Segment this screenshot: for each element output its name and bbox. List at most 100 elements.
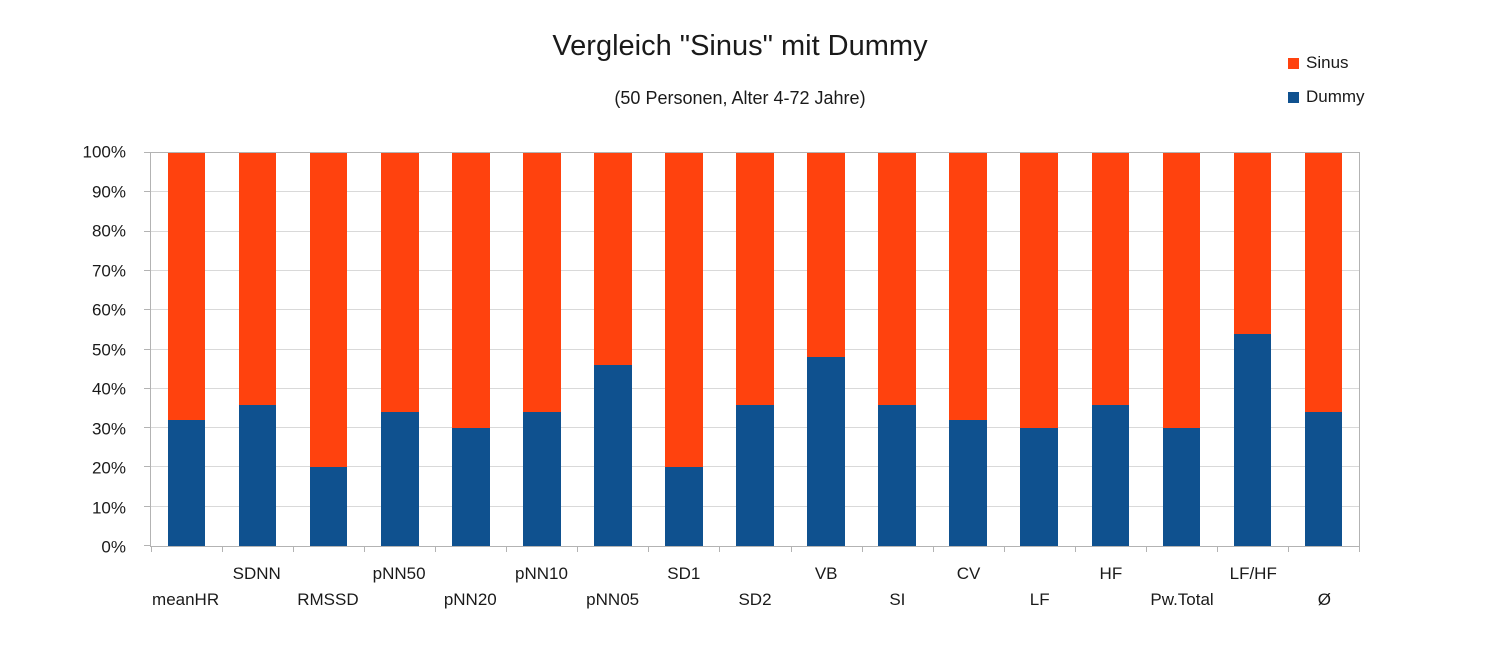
x-category-label: HF	[1099, 564, 1123, 583]
x-tick	[1287, 546, 1289, 552]
stacked-bar-LF/HF	[1233, 153, 1272, 546]
y-tick	[144, 387, 151, 389]
y-tick-label: 50%	[91, 340, 126, 359]
bar-slot	[862, 153, 933, 546]
chart-subtitle: (50 Personen, Alter 4-72 Jahre)	[614, 88, 866, 108]
y-ticks	[144, 152, 1359, 546]
legend-label: Sinus	[1306, 53, 1349, 72]
bar-slot	[791, 153, 862, 546]
x-tick	[577, 546, 579, 552]
chart-title: Vergleich "Sinus" mit Dummy	[552, 30, 928, 62]
y-tick	[144, 505, 151, 507]
x-category-label: LF/HF	[1229, 564, 1277, 583]
segment-sinus	[878, 153, 916, 405]
segment-sinus	[1162, 153, 1201, 429]
y-tick	[144, 191, 151, 193]
segment-dummy	[451, 428, 490, 546]
x-tick	[790, 546, 792, 552]
stacked-bar-Pw.Total	[1162, 153, 1201, 546]
stacked-bar-Ø	[1304, 153, 1343, 546]
x-tick	[861, 546, 863, 552]
x-ticks	[151, 153, 1360, 552]
bar-slot	[1004, 153, 1075, 546]
segment-dummy	[878, 404, 916, 546]
x-category-label: pNN05	[586, 590, 640, 609]
segment-sinus	[380, 153, 419, 413]
x-tick	[435, 546, 437, 552]
bars	[151, 153, 1359, 546]
y-tick-label: 90%	[91, 182, 126, 201]
segment-dummy	[1233, 333, 1272, 546]
x-tick	[648, 546, 650, 552]
stacked-bar-pNN05	[594, 153, 632, 546]
legend-item-dummy: Dummy	[1288, 87, 1365, 107]
y-tick	[144, 309, 151, 311]
bar-slot	[577, 153, 648, 546]
bar-slot	[222, 153, 293, 546]
segment-sinus	[1233, 153, 1272, 334]
stacked-bar-VB	[807, 153, 845, 546]
segment-sinus	[238, 153, 277, 405]
x-category-label: pNN50	[372, 564, 426, 583]
y-tick-label: 10%	[91, 498, 126, 517]
bar-slot	[435, 153, 506, 546]
segment-sinus	[309, 153, 348, 468]
plot-area	[144, 152, 1360, 552]
segment-dummy	[309, 467, 348, 546]
segment-sinus	[1020, 153, 1059, 429]
x-tick	[222, 546, 224, 552]
y-tick-label: 20%	[91, 458, 126, 478]
y-tick	[144, 427, 151, 429]
legend-item-sinus: Sinus	[1288, 53, 1365, 73]
segment-dummy	[238, 404, 277, 546]
y-tick-label: 100%	[82, 142, 126, 162]
bar-slot	[1146, 153, 1217, 546]
y-tick-label: 80%	[91, 221, 126, 241]
segment-sinus	[523, 153, 561, 413]
segment-sinus	[665, 153, 703, 468]
y-tick-label: 70%	[91, 261, 126, 280]
y-tick	[144, 230, 151, 232]
x-category-label: SI	[889, 590, 906, 609]
segment-sinus	[1091, 153, 1130, 405]
x-category-label: VB	[814, 564, 838, 583]
bar-slot	[293, 153, 364, 546]
x-category-label: SDNN	[232, 564, 281, 583]
bar-slot	[933, 153, 1004, 546]
bar-slot	[1288, 153, 1359, 546]
x-tick	[293, 546, 295, 552]
y-tick	[144, 545, 151, 546]
legend-label: Dummy	[1306, 87, 1365, 106]
y-tick	[144, 348, 151, 350]
segment-sinus	[949, 153, 988, 421]
stacked-bar-SI	[878, 153, 916, 546]
x-category-label: SD2	[738, 590, 772, 609]
x-category-label: LF	[1029, 590, 1050, 609]
segment-dummy	[167, 420, 206, 546]
x-axis-labels: meanHR SDNN RMSSD pNN50 pNN20 pNN10 pNN05 SD1 SD…	[150, 548, 1360, 628]
x-tick	[1359, 546, 1360, 552]
y-tick	[144, 269, 151, 271]
y-tick-label: 0%	[101, 537, 126, 557]
segment-dummy	[1162, 428, 1201, 546]
stacked-bar-pNN50	[380, 153, 419, 546]
legend-swatch	[1288, 57, 1299, 69]
segment-dummy	[1091, 404, 1130, 546]
stacked-bar-HF	[1091, 153, 1130, 546]
bar-slot	[151, 153, 222, 546]
y-tick-label: 60%	[91, 300, 126, 320]
segment-dummy	[380, 412, 419, 546]
bar-slot	[1217, 153, 1288, 546]
y-tick	[144, 152, 151, 153]
x-category-label: meanHR	[152, 590, 220, 609]
y-tick-label: 30%	[91, 419, 126, 438]
segment-dummy	[1304, 412, 1343, 546]
y-axis-labels: 0% 10% 20% 30% 40% 50% 60% 70% 80% 90% 100%	[0, 144, 140, 556]
bar-slot	[648, 153, 719, 546]
x-category-label: Pw.Total	[1150, 590, 1214, 609]
segment-dummy	[594, 365, 632, 546]
stacked-bar-pNN20	[451, 153, 490, 546]
x-tick	[1145, 546, 1147, 552]
y-tick	[144, 466, 151, 468]
